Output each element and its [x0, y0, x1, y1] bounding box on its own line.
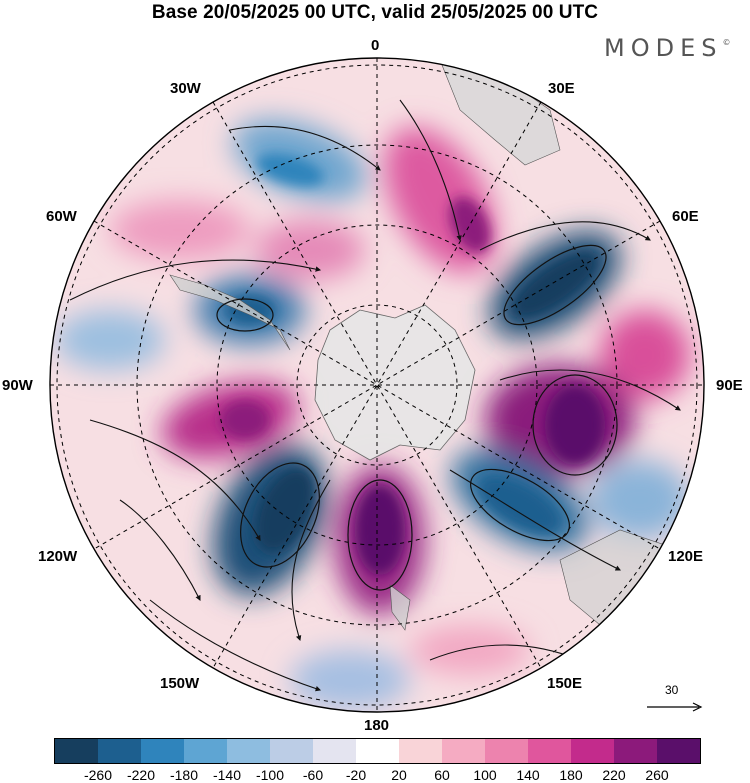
- colorbar-tick-label: 60: [434, 767, 450, 783]
- colorbar-swatch: [485, 739, 528, 763]
- lon-label-60e: 60E: [672, 208, 699, 225]
- colorbar-swatch: [270, 739, 313, 763]
- arrow-right-icon: [647, 702, 703, 712]
- colorbar-tick-label: 220: [602, 767, 626, 783]
- brand-text: MODES: [604, 34, 723, 62]
- colorbar-tick-label: -100: [255, 767, 285, 783]
- colorbar-swatch: [141, 739, 184, 763]
- brand-mark: ©: [722, 38, 731, 47]
- lon-label-90e: 90E: [716, 377, 743, 394]
- modes-logo: MODES©: [604, 34, 730, 62]
- colorbar: [54, 738, 701, 764]
- colorbar-tick-label: -260: [83, 767, 113, 783]
- graticule: [50, 58, 704, 712]
- colorbar-tick-label: -20: [345, 767, 367, 783]
- colorbar-swatch: [399, 739, 442, 763]
- colorbar-swatch: [55, 739, 98, 763]
- lon-label-120w: 120W: [38, 548, 78, 565]
- map-boundary: [49, 57, 705, 713]
- lon-label-150w: 150W: [160, 675, 200, 692]
- colorbar-swatch: [98, 739, 141, 763]
- colorbar-tick-label: -220: [126, 767, 156, 783]
- colorbar-tick-label: 260: [645, 767, 669, 783]
- map-title: Base 20/05/2025 00 UTC, valid 25/05/2025…: [151, 2, 599, 23]
- lon-label-180: 180: [364, 717, 390, 734]
- colorbar-tick-label: -60: [302, 767, 324, 783]
- colorbar-swatch: [657, 739, 700, 763]
- colorbar-swatch: [442, 739, 485, 763]
- colorbar-tick-label: -140: [212, 767, 242, 783]
- south-america-landmass: [169, 274, 291, 351]
- lon-label-0: 0: [371, 37, 380, 54]
- lon-label-60w: 60W: [46, 208, 77, 225]
- colorbar-swatch: [528, 739, 571, 763]
- colorbar-swatch: [571, 739, 614, 763]
- lon-label-30w: 30W: [170, 80, 201, 97]
- colorbar-swatch: [227, 739, 270, 763]
- lon-label-120e: 120E: [668, 548, 704, 565]
- colorbar-tick-label: 180: [559, 767, 583, 783]
- colorbar-swatch: [313, 739, 356, 763]
- anomaly-field: [50, 58, 704, 712]
- lon-label-150e: 150E: [547, 675, 583, 692]
- reference-vector-label: 30: [665, 683, 679, 697]
- colorbar-swatch: [356, 739, 399, 763]
- lon-label-90w: 90W: [2, 377, 33, 394]
- antarctica-landmass: [314, 304, 476, 461]
- contour-lines: [216, 244, 618, 591]
- colorbar-tick-label: 100: [473, 767, 497, 783]
- colorbar-tick-label: 20: [391, 767, 407, 783]
- colorbar-swatch: [184, 739, 227, 763]
- lon-label-30e: 30E: [548, 80, 575, 97]
- colorbar-tick-label: -180: [169, 767, 199, 783]
- new-zealand-landmass: [389, 584, 411, 631]
- colorbar-swatch: [614, 739, 657, 763]
- colorbar-tick-label: 140: [516, 767, 540, 783]
